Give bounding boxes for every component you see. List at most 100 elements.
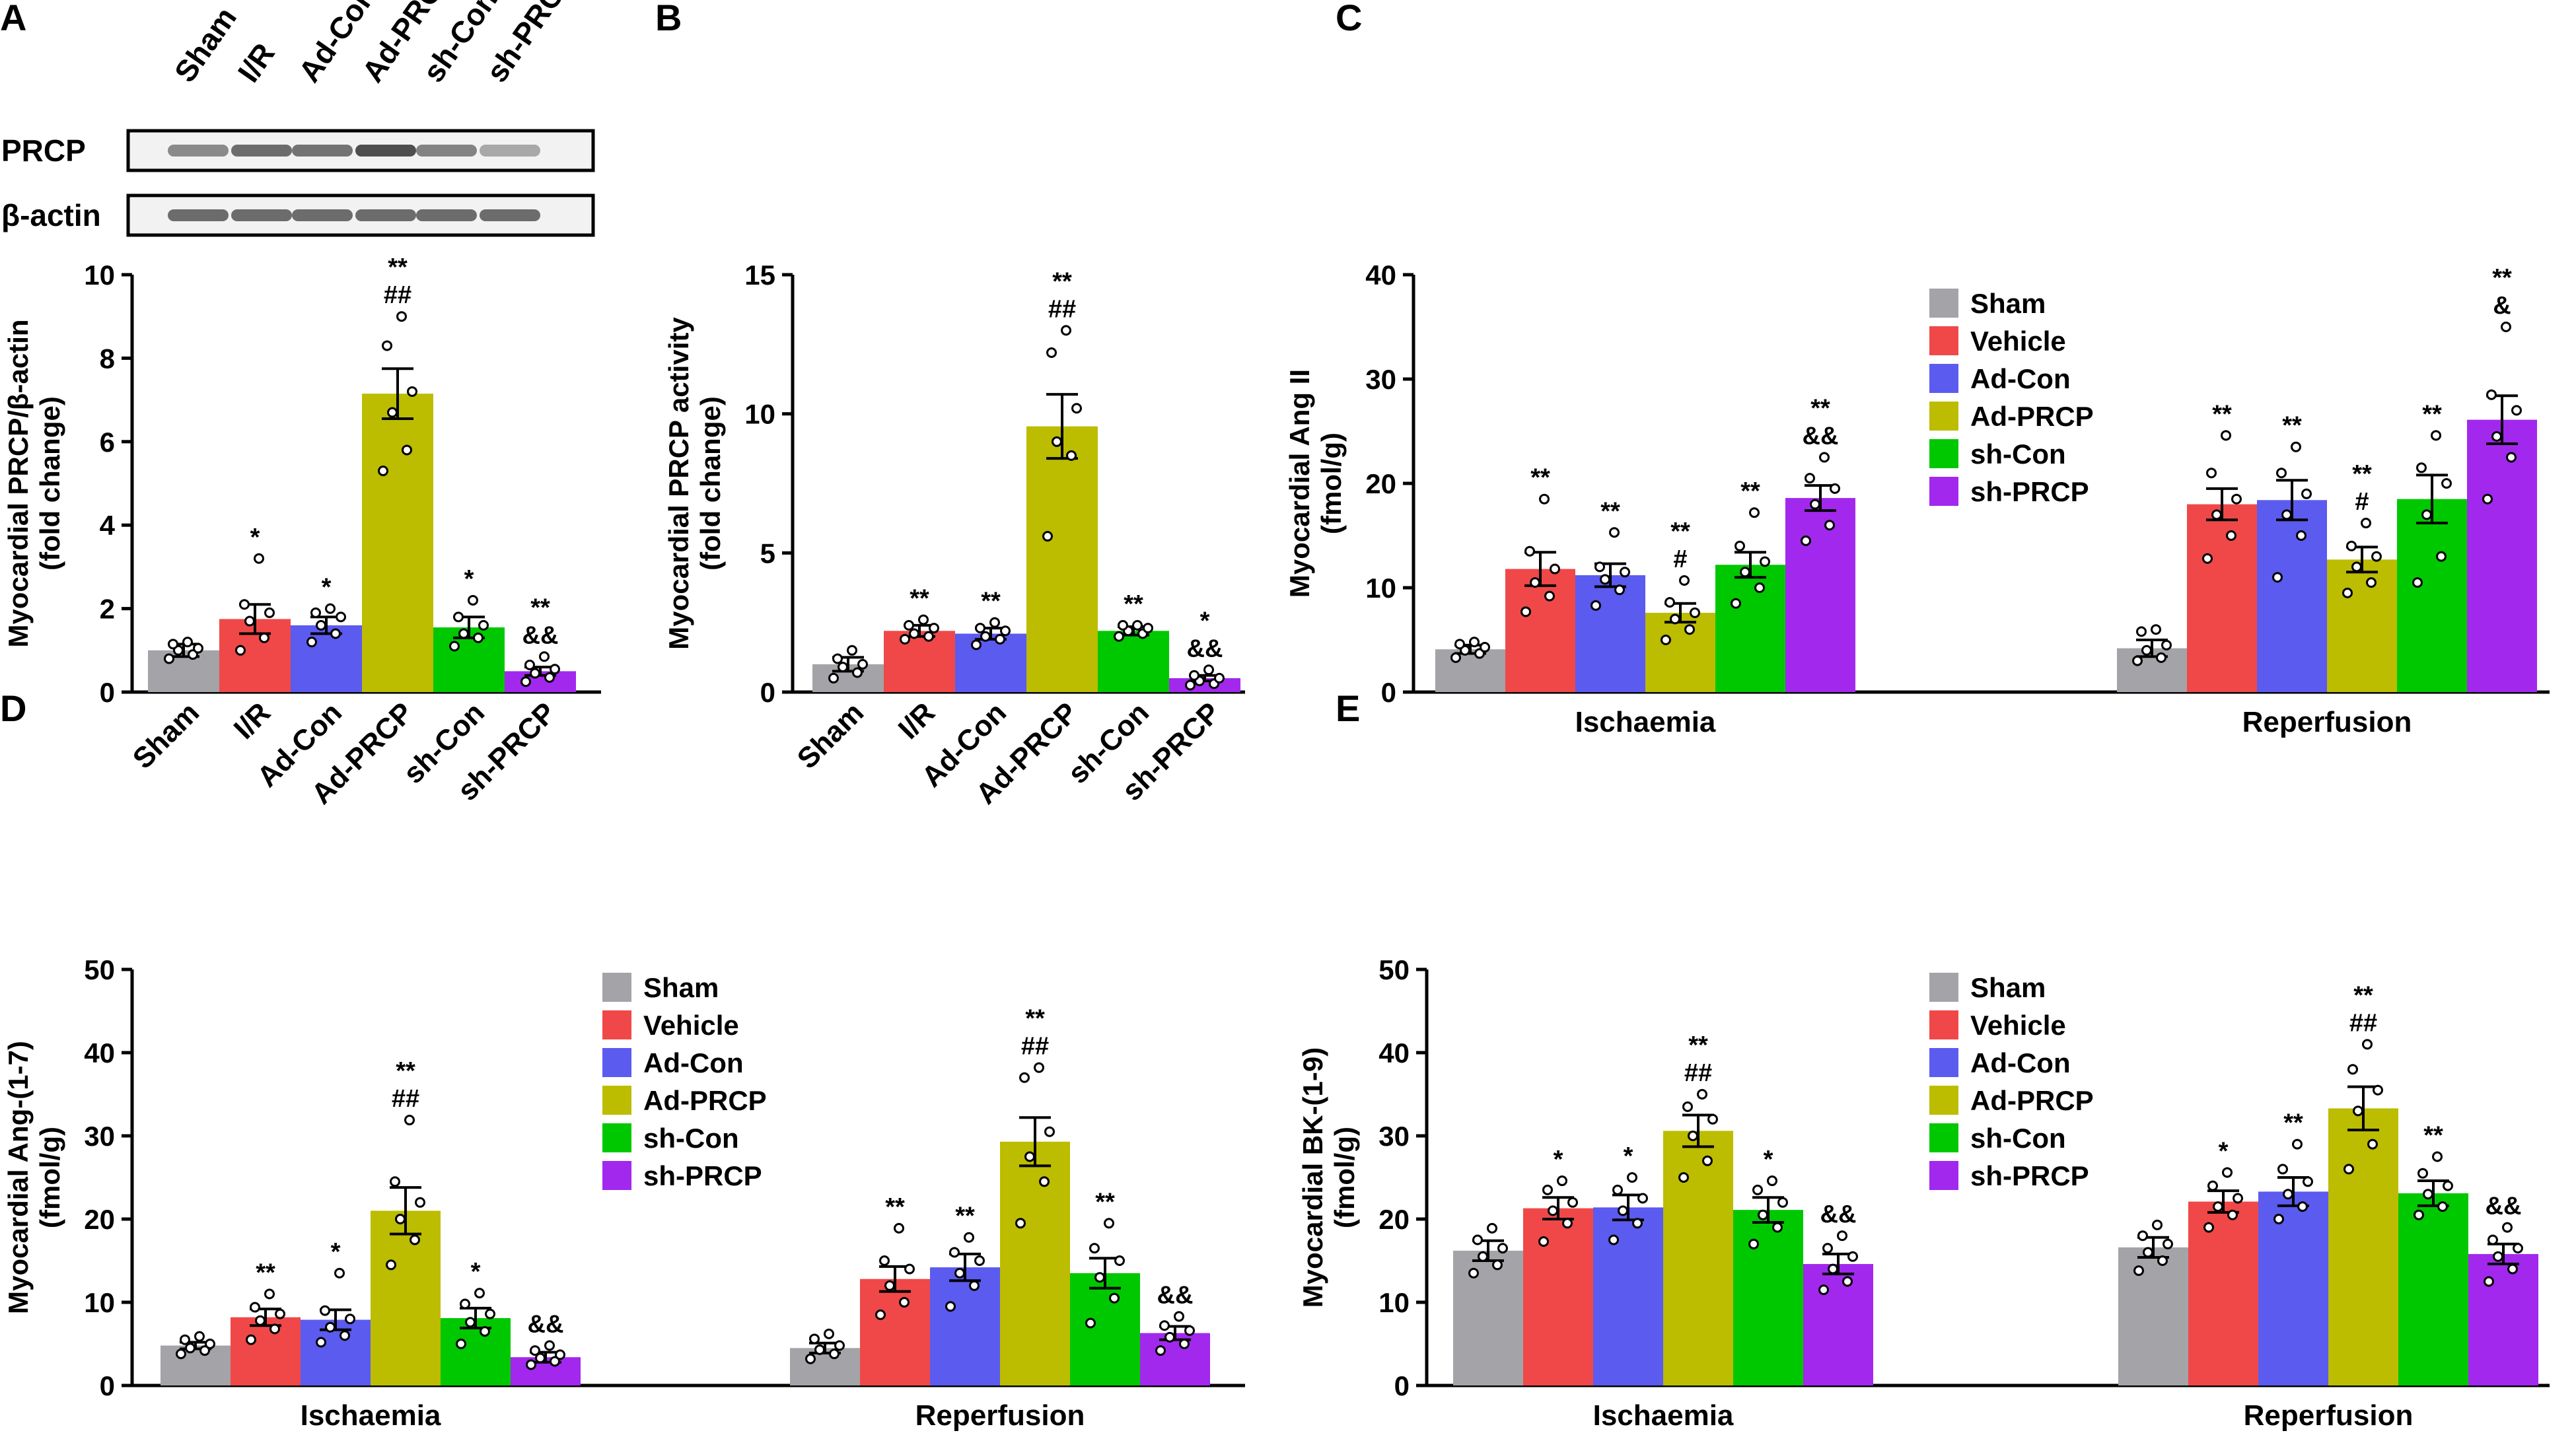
data-point-sh-prcp-ischaemia — [550, 1356, 560, 1367]
data-point-sham-ischaemia — [194, 1331, 205, 1342]
data-point-sh-prcp-ischaemia — [1847, 1251, 1858, 1262]
legend-label-sham: Sham — [643, 972, 719, 1003]
data-point-sh-con-reperfusion — [1114, 1255, 1125, 1266]
data-point-sham-reperfusion — [824, 1328, 834, 1339]
data-point-sham — [838, 662, 848, 673]
legend-label-sh-prcp: sh-PRCP — [1970, 1160, 2089, 1191]
data-point-vehicle-ischaemia — [255, 1315, 266, 1326]
data-point-sham-ischaemia — [1497, 1243, 1508, 1254]
bar-vehicle-ischaemia — [231, 1317, 301, 1385]
data-point-ad-prcp-ischaemia — [1678, 1172, 1689, 1183]
legend-swatch-sh-prcp — [602, 1161, 631, 1190]
y-tick-label: 10 — [744, 399, 775, 430]
blot-band-prcp — [292, 145, 353, 157]
data-point-sh-prcp-reperfusion — [2486, 389, 2497, 400]
y-tick-label: 40 — [1378, 1037, 1410, 1069]
data-point-ad-con — [975, 623, 985, 634]
data-point-sh-prcp-ischaemia — [544, 1340, 555, 1351]
data-point-i-r — [918, 614, 929, 625]
data-point-vehicle-ischaemia — [1524, 545, 1535, 557]
bar-sham-reperfusion — [2118, 1247, 2188, 1385]
data-point-sh-con-ischaemia — [1754, 582, 1765, 593]
significance-marker-vehicle-ischaemia: * — [1554, 1146, 1563, 1174]
data-point-sh-con-reperfusion — [2437, 1201, 2448, 1212]
data-point-sham-ischaemia — [1478, 1251, 1488, 1262]
data-point-sh-prcp-ischaemia — [1819, 452, 1830, 463]
data-point-sh-prcp-ischaemia — [1801, 535, 1811, 546]
legend-swatch-sham — [602, 973, 631, 1002]
data-point-ad-con-reperfusion — [954, 1267, 965, 1279]
significance-marker-sh-prcp-ischaemia: && — [1820, 1201, 1857, 1228]
data-point-ad-prcp-reperfusion — [2343, 1164, 2354, 1175]
data-point-i-r — [264, 607, 275, 618]
data-point-ad-prcp — [382, 340, 392, 351]
chart-panel-D: 0 10 20 30 40 50 Myocardial Ang-(1-7) (fmol/g) *… — [3, 954, 1245, 1432]
data-point-sh-con-reperfusion — [2417, 1168, 2428, 1179]
data-point-ad-prcp-reperfusion — [2347, 1064, 2358, 1075]
data-point-ad-con-reperfusion — [2296, 530, 2307, 541]
x-category-label-sham: Sham — [791, 696, 870, 775]
y-axis-title: (fmol/g) — [34, 1127, 65, 1228]
bar-sham-ischaemia — [161, 1345, 231, 1385]
data-point-ad-prcp-reperfusion — [2373, 1084, 2383, 1096]
bar-vehicle-ischaemia — [1523, 1208, 1593, 1385]
data-point-ad-prcp-ischaemia — [1679, 575, 1690, 586]
data-point-sh-con — [468, 594, 478, 606]
data-point-ad-prcp — [1052, 436, 1062, 447]
data-point-ad-con-ischaemia — [1614, 584, 1625, 596]
data-point-sh-prcp-reperfusion — [1155, 1345, 1166, 1356]
legend-label-vehicle: Vehicle — [643, 1010, 739, 1041]
significance-marker-ad-prcp: ## — [1048, 295, 1076, 323]
bar-sham-ischaemia — [1435, 649, 1505, 692]
blot-lane-label-sham: Sham — [168, 1, 243, 88]
data-point-ad-con-reperfusion — [964, 1232, 974, 1243]
bar-vehicle-reperfusion — [860, 1279, 930, 1385]
data-point-vehicle-ischaemia — [275, 1308, 285, 1319]
data-point-vehicle-reperfusion — [875, 1309, 886, 1320]
significance-marker-sh-prcp-ischaemia: && — [528, 1311, 564, 1339]
data-point-sh-prcp — [524, 659, 535, 670]
data-point-vehicle-reperfusion — [2202, 553, 2213, 564]
data-point-sham-ischaemia — [1492, 1259, 1503, 1271]
significance-marker-ad-prcp-reperfusion: # — [2355, 488, 2369, 516]
data-point-sh-prcp-reperfusion — [2487, 1234, 2498, 1245]
data-point-sh-con-reperfusion — [2443, 1180, 2453, 1191]
data-point-sh-prcp-reperfusion — [2484, 1276, 2494, 1287]
data-point-sh-prcp-reperfusion — [2511, 405, 2522, 416]
data-point-ad-con-ischaemia — [1618, 1205, 1628, 1216]
significance-marker-vehicle-reperfusion: * — [2219, 1137, 2229, 1165]
blot-row-label-actin: β-actin — [1, 198, 101, 232]
y-tick-label: 20 — [84, 1204, 115, 1235]
data-point-ad-prcp-reperfusion — [1034, 1062, 1044, 1073]
data-point-sham-reperfusion — [2152, 1219, 2163, 1230]
y-axis-title: Myocardial PRCP activity — [663, 317, 694, 650]
y-tick-label: 0 — [100, 1370, 115, 1401]
data-point-sh-prcp-reperfusion — [2501, 322, 2511, 332]
data-point-sh-prcp-ischaemia — [526, 1359, 536, 1370]
bar-vehicle-reperfusion — [2188, 1201, 2258, 1385]
significance-marker-vehicle-reperfusion: ** — [885, 1193, 905, 1221]
data-point-ad-prcp-ischaemia — [1661, 635, 1671, 645]
x-group-label-reperfusion: Reperfusion — [915, 1399, 1085, 1432]
data-point-sham-reperfusion — [814, 1344, 825, 1355]
blot-band-actin — [292, 209, 353, 221]
significance-marker-ad-prcp-reperfusion: ** — [1025, 1005, 1045, 1033]
data-point-sh-con-reperfusion — [1094, 1272, 1105, 1283]
bar-ad-con-reperfusion — [930, 1267, 1000, 1385]
data-point-sh-con-ischaemia — [1772, 1222, 1783, 1233]
significance-marker-sh-con: ** — [1124, 590, 1143, 618]
x-group-label-reperfusion: Reperfusion — [2244, 1399, 2414, 1432]
data-point-sh-prcp — [1185, 680, 1196, 691]
data-point-vehicle-ischaemia — [1539, 493, 1550, 505]
x-group-label-reperfusion: Reperfusion — [2242, 706, 2412, 738]
significance-marker-sh-prcp: * — [1200, 607, 1210, 635]
panel-letter-B: B — [655, 0, 682, 38]
significance-marker-sh-prcp: ** — [530, 594, 550, 621]
y-tick-label: 30 — [84, 1121, 115, 1152]
data-point-ad-con-ischaemia — [1612, 1184, 1623, 1195]
data-point-ad-prcp-reperfusion — [2342, 587, 2353, 598]
data-point-i-r — [909, 628, 919, 639]
data-point-vehicle-ischaemia — [1542, 1184, 1553, 1195]
data-point-sh-prcp-reperfusion — [1164, 1331, 1175, 1343]
data-point-ad-prcp-ischaemia — [1664, 597, 1675, 608]
